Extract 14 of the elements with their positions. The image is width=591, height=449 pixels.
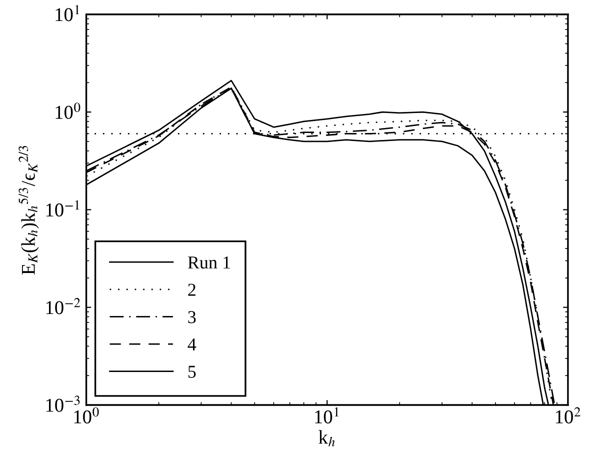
legend-label: Run 1 bbox=[188, 256, 230, 269]
legend-label: 4 bbox=[188, 338, 196, 350]
legend-label: 3 bbox=[188, 311, 196, 324]
x-tick-label: 10$^{2}$ bbox=[556, 407, 580, 424]
legend-label: 5 bbox=[188, 366, 196, 378]
x-tick-label: 10$^{1}$ bbox=[315, 407, 339, 424]
x-axis-title: k$_{h}$ bbox=[318, 430, 335, 446]
y-tick-label: 10$^{1}$ bbox=[56, 4, 80, 22]
y-tick-label: 10$^{0}$ bbox=[56, 102, 80, 119]
y-tick-label: 10$^{−2}$ bbox=[46, 298, 80, 314]
legend-label: 2 bbox=[188, 284, 196, 296]
x-tick-label: 10$^{0}$ bbox=[74, 407, 99, 424]
text: E$_{K}$(k$_{h}$)k$_{h}$$^{5/3}$/ϵ$_{K}$$^{2/3}$ bbox=[18, 146, 39, 275]
y-tick-label: 10$^{−1}$ bbox=[46, 200, 80, 217]
